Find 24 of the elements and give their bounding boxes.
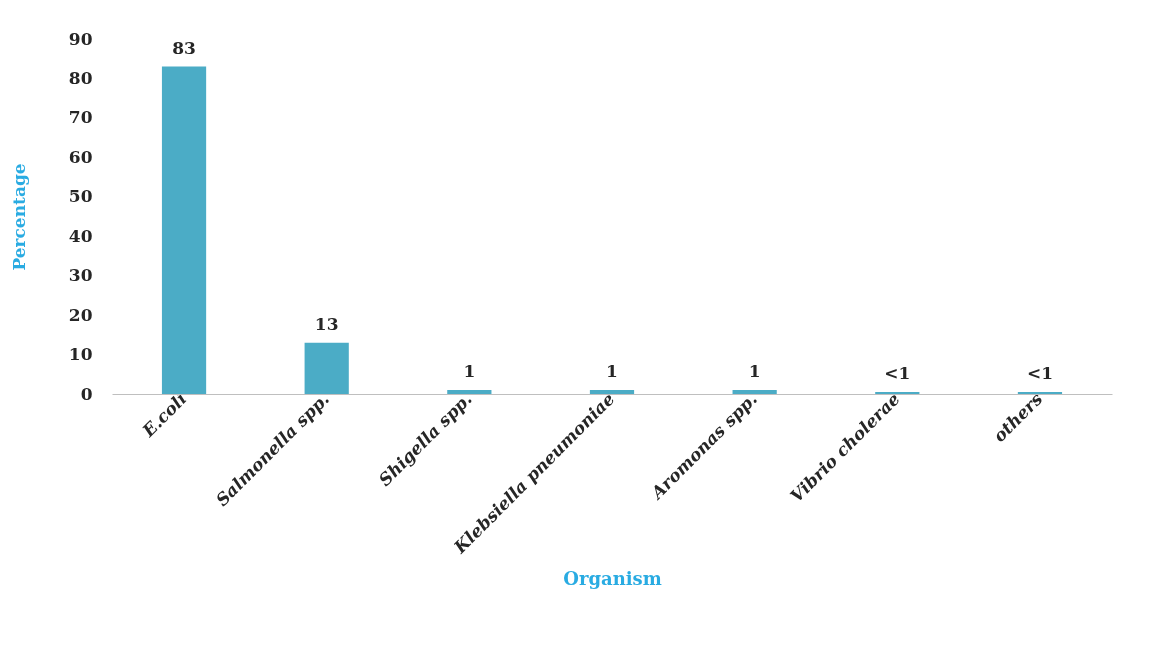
y-axis-title: Percentage — [8, 163, 29, 271]
y-tick-label: 70 — [68, 107, 93, 128]
data-label: 1 — [748, 361, 761, 382]
bar — [447, 390, 492, 394]
data-label: 13 — [314, 313, 339, 334]
y-tick-label: 30 — [68, 265, 93, 286]
y-tick-label: 10 — [68, 344, 93, 365]
data-label: <1 — [884, 363, 911, 384]
y-tick-label: 20 — [68, 304, 93, 325]
data-label: <1 — [1026, 363, 1053, 384]
bar — [161, 66, 207, 394]
data-label: 1 — [463, 361, 476, 382]
y-tick-label: 0 — [80, 383, 93, 404]
data-label: 83 — [172, 37, 196, 58]
bar — [304, 342, 349, 394]
y-tick-label: 60 — [68, 146, 93, 167]
y-tick-label: 50 — [68, 186, 93, 207]
x-axis-title: Organism — [563, 568, 662, 590]
bar — [589, 390, 635, 394]
data-label: 1 — [606, 361, 618, 382]
y-tick-label: 90 — [68, 28, 93, 49]
bar — [732, 390, 777, 394]
y-tick-label: 80 — [68, 67, 93, 88]
y-tick-label: 40 — [68, 225, 93, 246]
